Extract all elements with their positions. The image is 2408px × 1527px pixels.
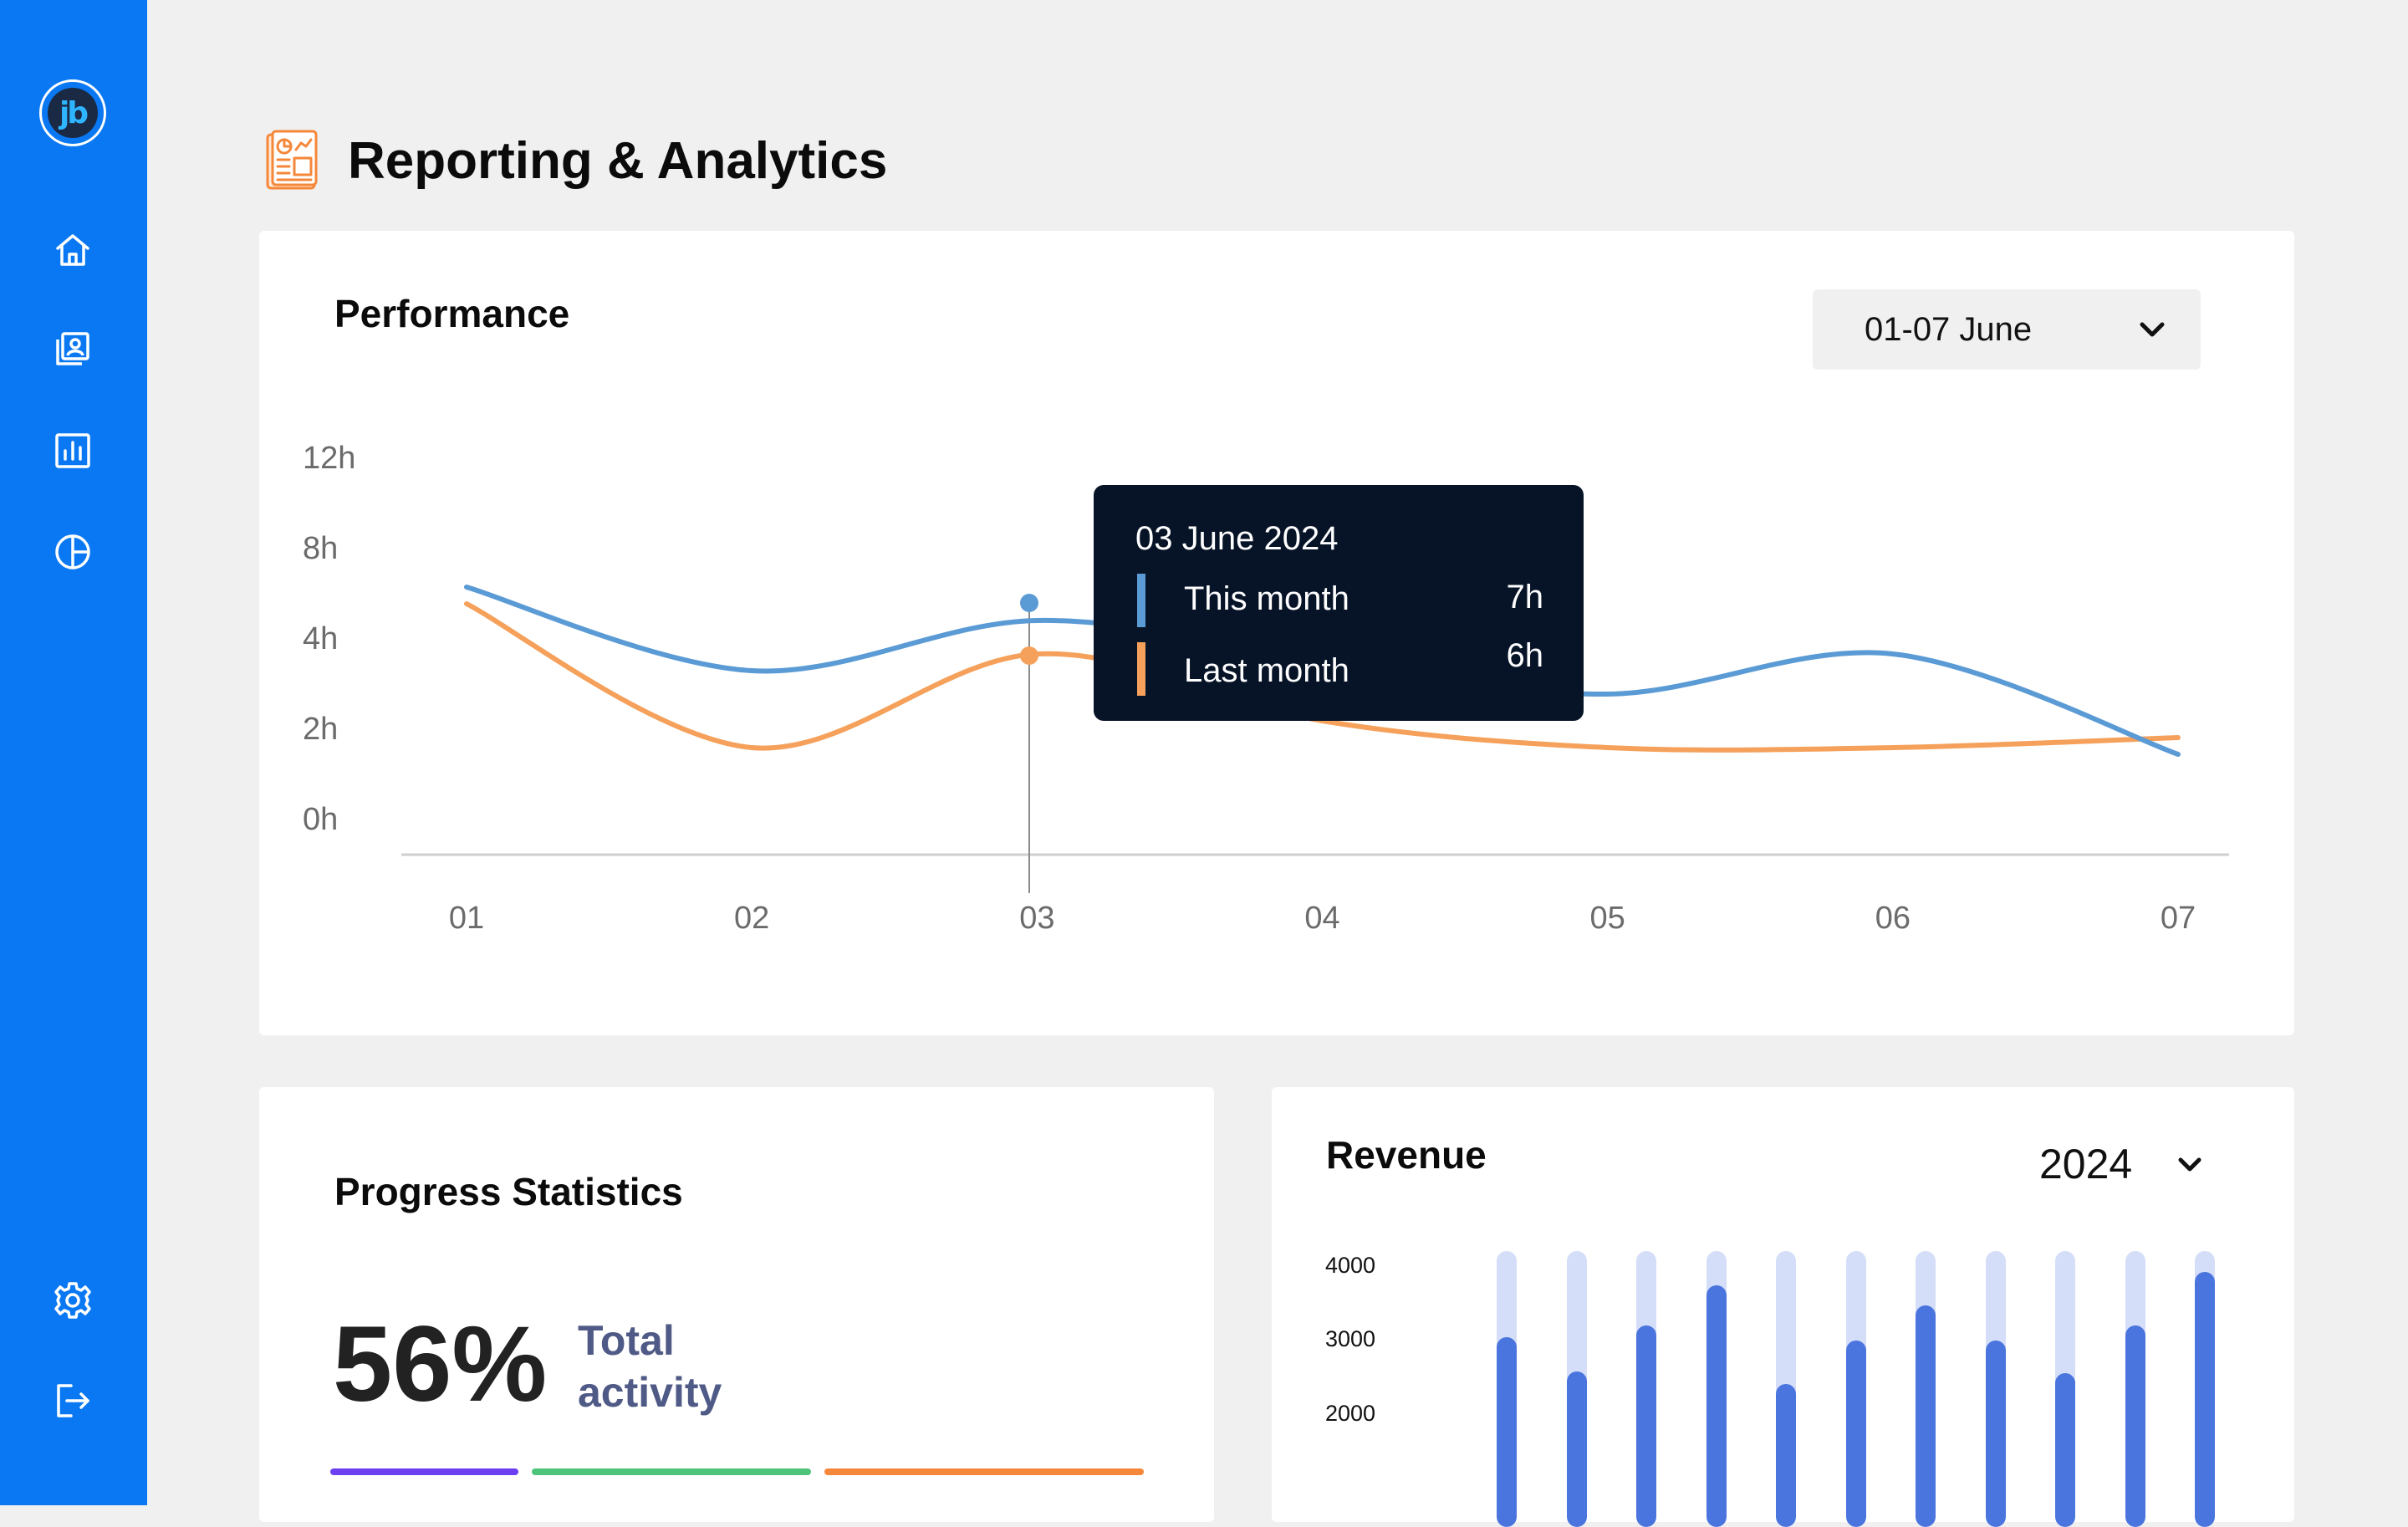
chart-tooltip: 03 June 2024 This month 7h Last month 6h	[1094, 485, 1584, 721]
revenue-bar	[1497, 1336, 1517, 1527]
highlight-point-last-month[interactable]	[1020, 646, 1038, 665]
revenue-bar-track[interactable]	[1566, 1251, 1587, 1527]
gear-icon[interactable]	[53, 1280, 93, 1320]
tooltip-row-this-month: This month 7h	[1137, 574, 1543, 627]
revenue-bar	[1845, 1340, 1866, 1527]
progress-percent: 56%	[333, 1305, 548, 1424]
revenue-bar-track[interactable]	[1985, 1251, 2006, 1527]
revenue-bar	[2055, 1372, 2075, 1527]
revenue-bar	[1916, 1305, 1936, 1527]
revenue-bar-track[interactable]	[1776, 1251, 1796, 1527]
revenue-bar-track[interactable]	[2055, 1251, 2075, 1527]
chevron-down-icon	[2140, 322, 2165, 337]
x-tick-label: 03	[1019, 901, 1054, 936]
revenue-bar-track[interactable]	[1845, 1251, 1866, 1527]
revenue-title: Revenue	[1326, 1133, 1487, 1177]
revenue-bar-track[interactable]	[1636, 1251, 1656, 1527]
logout-icon[interactable]	[53, 1381, 93, 1421]
revenue-y-tick: 2000	[1325, 1401, 1376, 1426]
revenue-bar-track[interactable]	[1916, 1251, 1936, 1527]
date-range-value: 01-07 June	[1865, 310, 2033, 348]
x-tick-label: 01	[449, 901, 484, 936]
x-tick-label: 04	[1304, 901, 1339, 936]
app-logo[interactable]: jb	[39, 79, 106, 146]
y-tick-label: 0h	[303, 802, 338, 837]
tooltip-label: Last month	[1184, 652, 1349, 689]
progress-title: Progress Statistics	[334, 1170, 683, 1213]
performance-card: Performance 01-07 June 12h 8h 4h 2h 0h 01 02 0…	[259, 231, 2294, 1035]
revenue-y-tick: 4000	[1325, 1253, 1376, 1278]
tooltip-value: 6h	[1506, 637, 1544, 674]
performance-title: Performance	[334, 292, 570, 335]
x-tick-label: 06	[1875, 901, 1911, 936]
revenue-card: Revenue 2024 4000 3000 2000	[1272, 1087, 2294, 1527]
revenue-bar-track[interactable]	[1497, 1251, 1517, 1527]
revenue-bar	[1776, 1384, 1796, 1527]
tooltip-date: 03 June 2024	[1135, 520, 1339, 557]
highlight-point-this-month[interactable]	[1020, 594, 1038, 612]
chevron-down-icon	[2178, 1157, 2201, 1172]
tooltip-swatch	[1137, 642, 1145, 696]
progress-label: Total activity	[578, 1317, 722, 1416]
date-range-select[interactable]: 01-07 June	[1813, 289, 2201, 370]
revenue-bar	[1636, 1325, 1656, 1527]
bar-chart-icon[interactable]	[53, 431, 93, 471]
revenue-y-tick: 3000	[1325, 1326, 1376, 1351]
revenue-bar	[2125, 1325, 2145, 1527]
revenue-bar-track[interactable]	[1706, 1251, 1727, 1527]
revenue-bar-track[interactable]	[2195, 1251, 2215, 1527]
contacts-icon[interactable]	[53, 329, 93, 370]
x-tick-label: 05	[1590, 901, 1625, 936]
logo-text: jb	[48, 88, 98, 138]
progress-segment	[532, 1468, 811, 1475]
progress-segment	[824, 1468, 1144, 1475]
pie-chart-icon[interactable]	[53, 532, 93, 572]
tooltip-value: 7h	[1506, 579, 1544, 615]
x-tick-label: 02	[734, 901, 769, 936]
y-tick-label: 12h	[303, 441, 355, 476]
tooltip-label: This month	[1184, 580, 1349, 617]
page-title: Reporting & Analytics	[348, 132, 888, 190]
revenue-bar	[2195, 1271, 2215, 1527]
sidebar: jb	[0, 0, 147, 1505]
x-tick-label: 07	[2161, 901, 2196, 936]
year-value: 2024	[2039, 1141, 2133, 1187]
home-icon[interactable]	[53, 230, 93, 270]
revenue-bar	[1706, 1285, 1727, 1527]
y-tick-label: 8h	[303, 531, 338, 566]
revenue-bar	[1566, 1371, 1587, 1527]
progress-segment	[330, 1468, 519, 1475]
revenue-bar	[1985, 1340, 2006, 1527]
report-icon	[264, 130, 319, 192]
year-select[interactable]: 2024	[2039, 1131, 2206, 1198]
revenue-bar-track[interactable]	[2125, 1251, 2145, 1527]
progress-card: Progress Statistics 56% Total activity	[259, 1087, 1214, 1522]
tooltip-row-last-month: Last month 6h	[1137, 637, 1543, 696]
y-tick-label: 2h	[303, 712, 338, 747]
tooltip-swatch	[1137, 574, 1145, 627]
y-tick-label: 4h	[303, 621, 338, 656]
